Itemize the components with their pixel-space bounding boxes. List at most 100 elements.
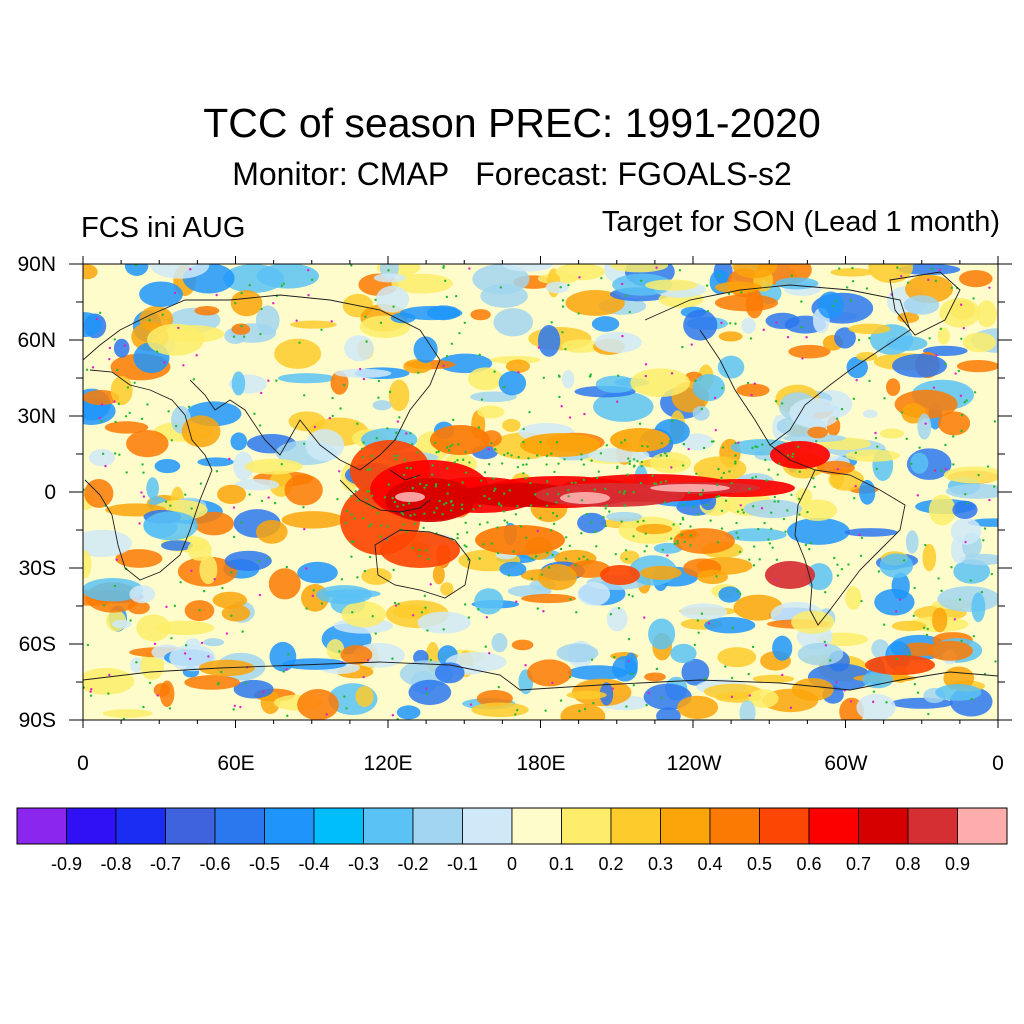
lon-label-60e: 60E [217, 752, 255, 775]
colorbar-label: -0.2 [397, 854, 429, 874]
colorbar-swatch [16, 807, 67, 845]
significance-dot [954, 372, 957, 375]
colorbar-label: -0.8 [100, 854, 132, 874]
significance-dot [762, 328, 765, 332]
contour-patch [797, 499, 838, 521]
significance-dot [122, 717, 126, 720]
significance-dot [665, 454, 668, 458]
significance-dot [600, 276, 603, 280]
significance-dot [625, 557, 628, 561]
significance-dot [468, 461, 471, 464]
significance-dot [434, 485, 437, 488]
significance-dot [512, 550, 515, 553]
contour-patch [741, 317, 756, 334]
significance-dot [568, 544, 572, 548]
significance-dot [625, 705, 628, 708]
significance-dot [567, 283, 570, 287]
significance-dot [442, 503, 446, 506]
significance-dot [720, 476, 723, 480]
contour-patch [184, 675, 240, 690]
significance-dot [735, 521, 738, 525]
significance-dot [661, 548, 665, 551]
significance-dot [784, 530, 787, 533]
significance-dot [517, 371, 520, 374]
significance-dot [805, 336, 808, 339]
contour-patch [470, 309, 491, 321]
contour-patch [606, 511, 643, 522]
significance-dot [427, 557, 430, 561]
significance-dot [514, 713, 517, 716]
significance-dot [469, 703, 473, 706]
significance-dot [670, 419, 674, 423]
significance-dot [916, 494, 920, 497]
significance-dot [424, 606, 427, 609]
significance-dot [575, 611, 578, 614]
significance-dot [628, 310, 631, 314]
significance-dot [272, 302, 275, 305]
significance-dot [425, 692, 429, 696]
significance-dot [986, 465, 990, 468]
contour-patch [845, 586, 862, 610]
significance-dot [689, 525, 692, 528]
contour-patch [194, 511, 234, 536]
contour-patch [950, 517, 982, 545]
significance-dot [578, 557, 581, 561]
significance-dot [854, 484, 857, 488]
contour-patch [797, 642, 844, 666]
significance-dot [944, 362, 947, 365]
significance-dot [522, 472, 525, 475]
significance-dot [578, 709, 581, 713]
significance-dot [940, 469, 943, 472]
significance-dot [670, 372, 674, 375]
significance-dot [430, 473, 434, 476]
significance-dot [639, 481, 643, 485]
significance-dot [331, 414, 334, 418]
significance-dot [286, 714, 289, 718]
significance-dot [338, 470, 341, 473]
significance-dot [845, 286, 849, 289]
significance-dot [420, 611, 424, 614]
significance-dot [583, 707, 587, 711]
significance-dot [632, 458, 636, 461]
significance-dot [973, 391, 977, 394]
significance-dot [461, 458, 465, 461]
contour-patch [656, 707, 681, 720]
significance-dot [517, 455, 520, 459]
significance-dot [550, 321, 553, 324]
significance-dot [586, 558, 589, 561]
significance-dot [307, 268, 310, 272]
significance-dot [259, 332, 262, 336]
significance-dot [522, 463, 525, 466]
significance-dot [672, 523, 675, 526]
significance-dot [666, 554, 669, 557]
significance-dot [680, 533, 684, 537]
significance-dot [485, 616, 489, 619]
significance-dot [377, 396, 380, 399]
significance-dot [386, 525, 389, 528]
contour-patch [212, 591, 248, 609]
significance-dot [453, 461, 456, 464]
significance-dot [371, 615, 374, 618]
contour-patch [943, 466, 998, 484]
significance-dot [441, 512, 444, 516]
significance-dot [851, 266, 854, 270]
contour-patch [788, 344, 831, 359]
significance-dot [771, 546, 774, 549]
significance-dot [114, 420, 117, 424]
significance-dot [90, 687, 93, 691]
contour-patch [197, 457, 234, 467]
significance-dot [604, 487, 607, 490]
significance-dot [618, 490, 621, 494]
significance-dot [620, 441, 623, 444]
significance-dot [392, 305, 395, 308]
significance-dot [417, 371, 420, 374]
contour-patch [373, 273, 406, 283]
significance-dot [320, 328, 323, 331]
contour-patch [862, 671, 894, 689]
lon-label-60w: 60W [824, 752, 868, 775]
contour-patch [505, 359, 531, 373]
contour-patch [807, 426, 828, 439]
significance-dot [836, 563, 839, 566]
contour-patch [395, 492, 425, 502]
significance-dot [734, 322, 737, 325]
